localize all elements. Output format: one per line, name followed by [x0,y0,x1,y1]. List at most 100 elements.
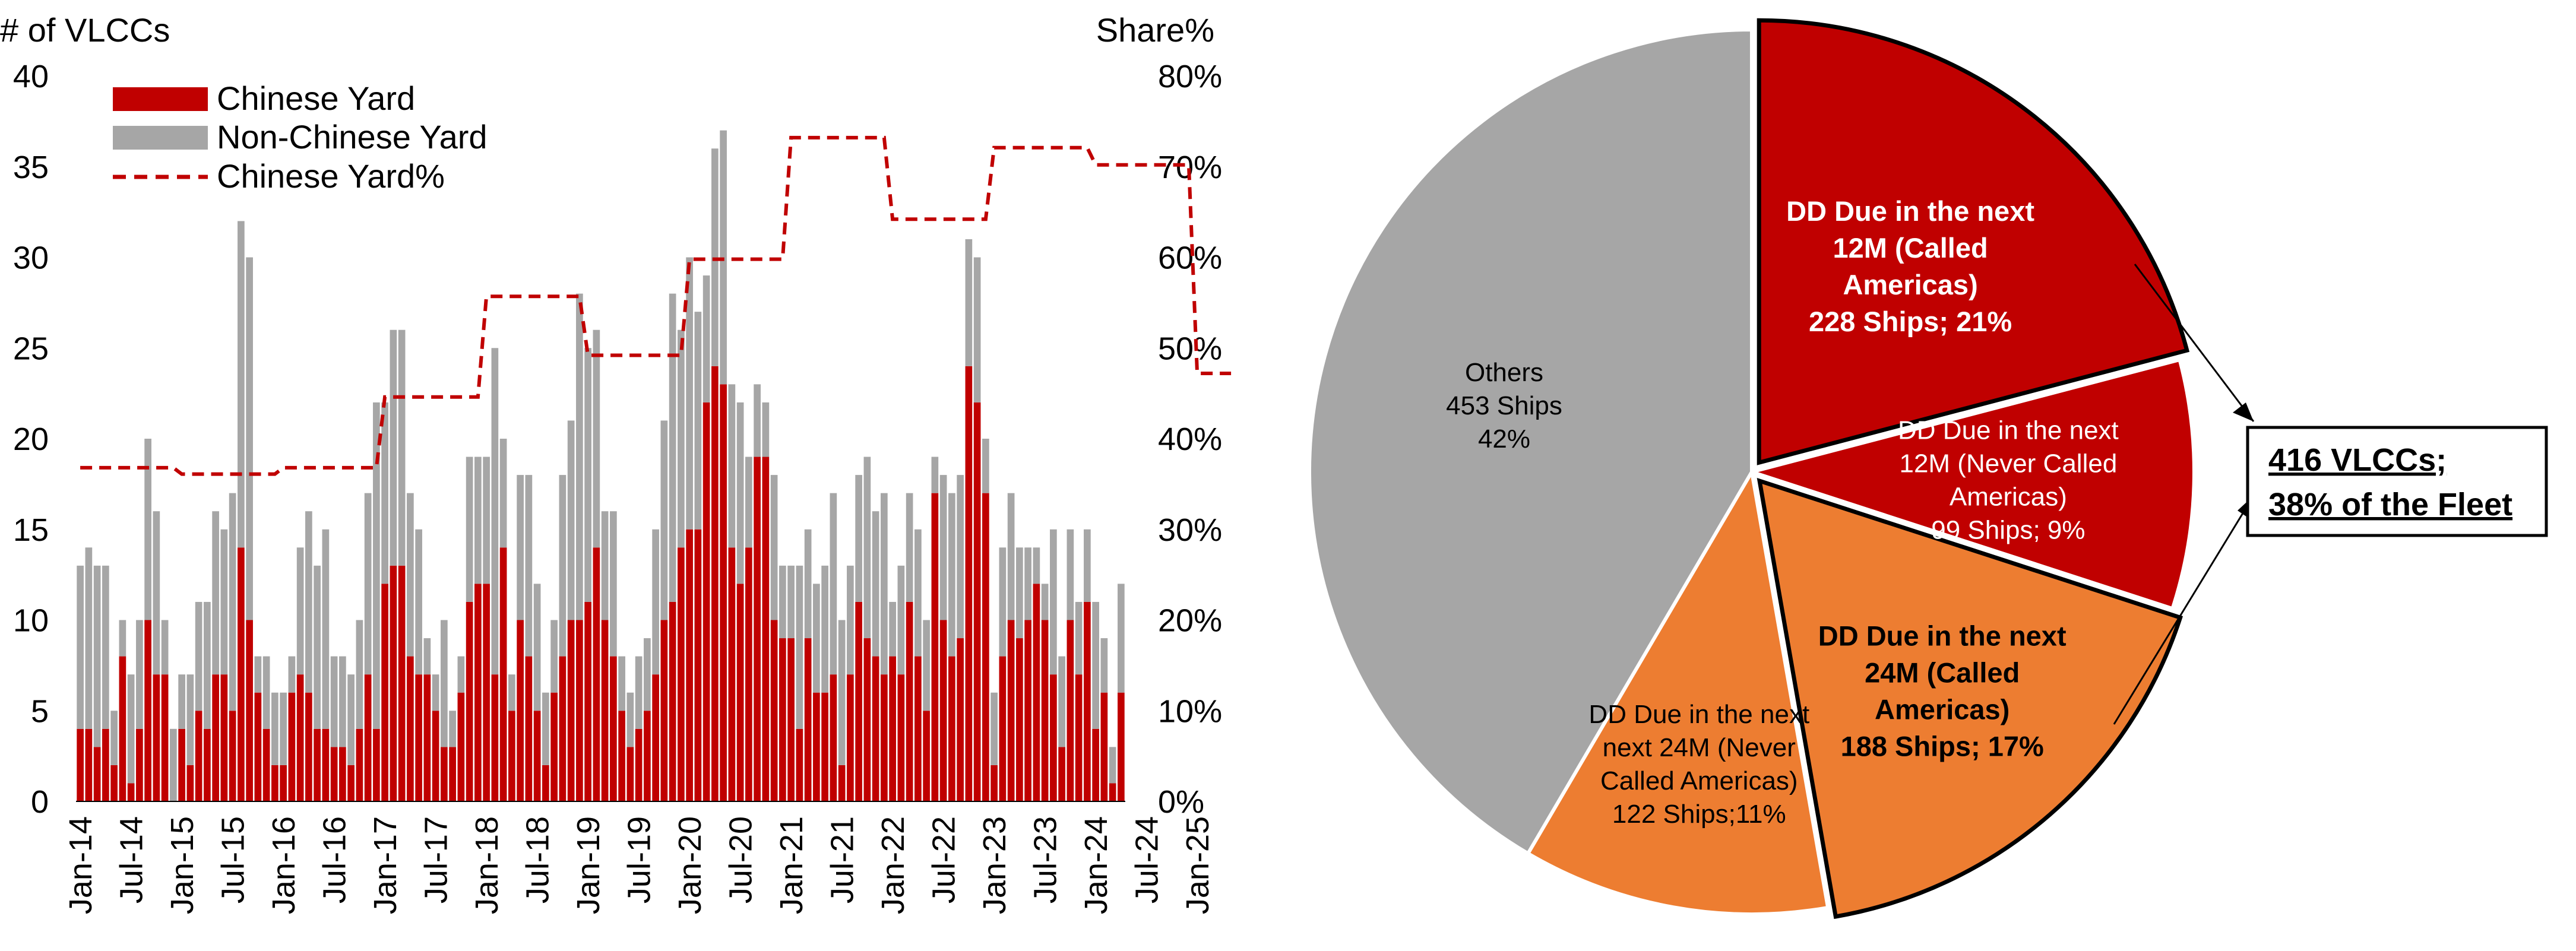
bar-chinese-yard [804,638,812,801]
bar-non-chinese-yard [398,329,406,566]
bar-non-chinese-yard [474,457,482,584]
bar-chinese-yard [390,565,397,801]
fleet-pie-chart: DD Due in the next 12M (Called Americas) 22… [1308,18,2196,920]
bar-non-chinese-yard [499,439,507,548]
bar-chinese-yard [212,674,219,801]
bar-non-chinese-yard [195,601,202,711]
bar-non-chinese-yard [390,329,397,566]
bar-non-chinese-yard [559,475,567,657]
bar-chinese-yard [1118,692,1125,801]
bar-chinese-yard [314,728,321,801]
bar-chinese-yard [745,547,752,801]
bar-chinese-yard [736,584,744,801]
x-tick-label: Jul-21 [825,816,860,904]
bar-non-chinese-yard [804,529,812,639]
bar-non-chinese-yard [314,565,321,729]
bar-non-chinese-yard [618,656,625,711]
legend: Chinese Yard Non-Chinese Yard Chinese Ya… [113,80,488,195]
bar-non-chinese-yard [1084,529,1091,602]
bar-chinese-yard [669,601,676,801]
bar-non-chinese-yard [999,547,1007,657]
bar-chinese-yard [296,674,304,801]
bar-chinese-yard [153,674,160,801]
bar-chinese-yard [195,711,202,801]
callout-arrow-bottom [2113,495,2255,725]
bar-chinese-yard [550,692,558,801]
bar-chinese-yard [238,547,245,801]
x-tick-label: Jul-18 [520,816,556,904]
bar-non-chinese-yard [830,493,837,675]
bar-non-chinese-yard [728,384,736,548]
legend-label-chinese-yard-share: Chinese Yard% [217,157,445,195]
bar-non-chinese-yard [923,620,930,711]
x-tick-label: Jan-25 [1180,816,1216,914]
bar-chinese-yard [906,601,913,801]
bar-chinese-yard [246,620,253,801]
bar-chinese-yard [559,656,567,801]
bar-chinese-yard [660,620,668,801]
x-tick-label: Jan-20 [672,816,708,914]
bar-non-chinese-yard [296,547,304,675]
bar-non-chinese-yard [660,420,668,620]
bar-non-chinese-yard [686,257,693,530]
x-tick-label: Jan-16 [266,816,302,914]
bar-non-chinese-yard [204,601,211,729]
bar-chinese-yard [508,711,515,801]
pie-slice-label: Others [1465,358,1543,387]
bar-chinese-yard [678,547,685,801]
bar-chinese-yard [102,728,109,801]
bar-non-chinese-yard [238,221,245,548]
vlcc-bar-chart: # of VLCCs Share% 0 5 10 15 20 25 30 35 40 0% 10%… [0,11,1232,914]
bar-chinese-yard [77,728,84,801]
left-tick-label: 5 [31,693,49,729]
bar-chinese-yard [1024,620,1031,801]
bar-non-chinese-yard [1092,601,1099,729]
bar-chinese-yard [144,620,151,801]
right-tick-label: 0% [1158,784,1204,820]
bar-series [77,130,1125,801]
bar-chinese-yard [457,692,465,801]
bar-chinese-yard [754,457,761,801]
legend-label-chinese-yard: Chinese Yard [217,80,415,117]
bar-chinese-yard [347,765,355,801]
x-tick-label: Jan-17 [368,816,403,914]
pie-slice-label: Americas) [1843,269,1977,300]
bar-non-chinese-yard [93,565,101,747]
left-tick-label: 40 [13,59,49,94]
bar-chinese-yard [1058,747,1065,801]
bar-non-chinese-yard [220,529,228,675]
right-axis-title: Share% [1096,11,1214,49]
bar-chinese-yard [1050,674,1057,801]
bar-non-chinese-yard [948,493,955,657]
bar-chinese-yard [584,601,591,801]
x-tick-label: Jul-20 [723,816,759,904]
bar-chinese-yard [855,601,862,801]
bar-non-chinese-yard [576,293,583,620]
bar-chinese-yard [881,674,888,801]
bar-non-chinese-yard [339,656,346,747]
bar-chinese-yard [204,728,211,801]
bar-chinese-yard [499,547,507,801]
bar-non-chinese-yard [508,674,515,711]
bar-chinese-yard [813,692,820,801]
bar-chinese-yard [136,728,143,801]
bar-chinese-yard [601,620,609,801]
bar-non-chinese-yard [102,565,109,729]
bar-non-chinese-yard [441,620,448,747]
bar-non-chinese-yard [965,239,973,366]
bar-chinese-yard [271,765,279,801]
x-tick-label: Jan-21 [774,816,809,914]
pie-slice-label: 42% [1478,424,1530,454]
bar-non-chinese-yard [423,638,431,675]
right-tick-label: 40% [1158,421,1222,457]
bar-chinese-yard [635,728,643,801]
x-tick-label: Jul-24 [1129,816,1165,904]
pie-slice-label: 453 Ships [1446,391,1562,420]
bar-non-chinese-yard [322,529,330,729]
fleet-callout: 416 VLCCs; 38% of the Fleet [2113,264,2548,725]
bar-non-chinese-yard [601,511,609,620]
bar-non-chinese-yard [1100,638,1108,693]
bar-non-chinese-yard [931,457,939,493]
pie-slice-label: 188 Ships; 17% [1841,731,2044,762]
bar-non-chinese-yard [110,711,118,765]
